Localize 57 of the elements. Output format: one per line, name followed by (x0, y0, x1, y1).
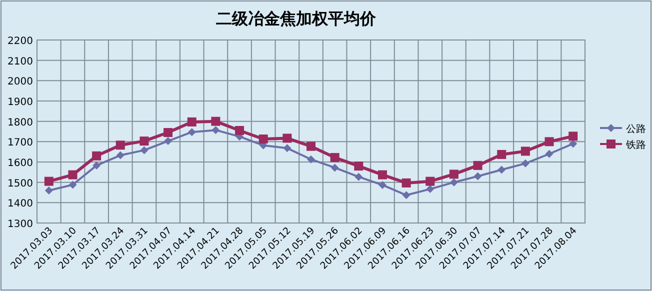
legend-label: 公路 (626, 123, 646, 135)
point (307, 155, 315, 164)
point (164, 128, 173, 138)
point (235, 126, 244, 135)
point (212, 126, 220, 134)
y-tick-label: 1600 (8, 158, 33, 169)
point (116, 151, 124, 160)
point (402, 178, 411, 188)
y-tick-label: 2000 (8, 76, 33, 88)
point (330, 153, 340, 162)
point (164, 137, 172, 146)
point (544, 137, 554, 146)
point (92, 151, 102, 160)
y-tick-label: 2200 (8, 36, 33, 47)
point (44, 176, 54, 186)
point (402, 191, 410, 200)
point (497, 150, 506, 159)
point (116, 140, 125, 150)
y-tick-label: 2100 (8, 56, 33, 68)
point (187, 117, 196, 126)
point (545, 150, 554, 158)
point (188, 128, 196, 136)
point (258, 134, 268, 144)
legend-label: 铁路 (625, 139, 646, 151)
point (521, 159, 530, 168)
point (473, 160, 482, 170)
point (474, 172, 482, 180)
y-tick-label: 1700 (8, 138, 33, 149)
point (450, 178, 458, 186)
point (354, 172, 363, 181)
chart-title: 二级冶金焦加权平均价 (216, 9, 377, 28)
point (44, 186, 53, 194)
point (330, 164, 339, 172)
y-tick-label: 1300 (8, 219, 33, 230)
point (306, 142, 316, 151)
point (68, 180, 77, 189)
point (426, 176, 435, 186)
point (449, 170, 458, 179)
point (378, 180, 386, 189)
point (354, 162, 364, 171)
point (378, 170, 387, 180)
y-tick-label: 1800 (8, 117, 33, 128)
point (140, 136, 149, 146)
point (68, 170, 78, 180)
point (282, 134, 292, 143)
y-tick-label: 1500 (8, 178, 33, 190)
point (283, 144, 292, 152)
point (211, 116, 220, 126)
point (520, 146, 530, 156)
point (426, 185, 434, 194)
point (92, 161, 101, 170)
y-tick-label: 1400 (8, 198, 33, 210)
y-tick-label: 1900 (8, 97, 33, 108)
point (569, 140, 578, 148)
point (140, 146, 148, 154)
point (498, 166, 506, 174)
point (568, 132, 578, 141)
